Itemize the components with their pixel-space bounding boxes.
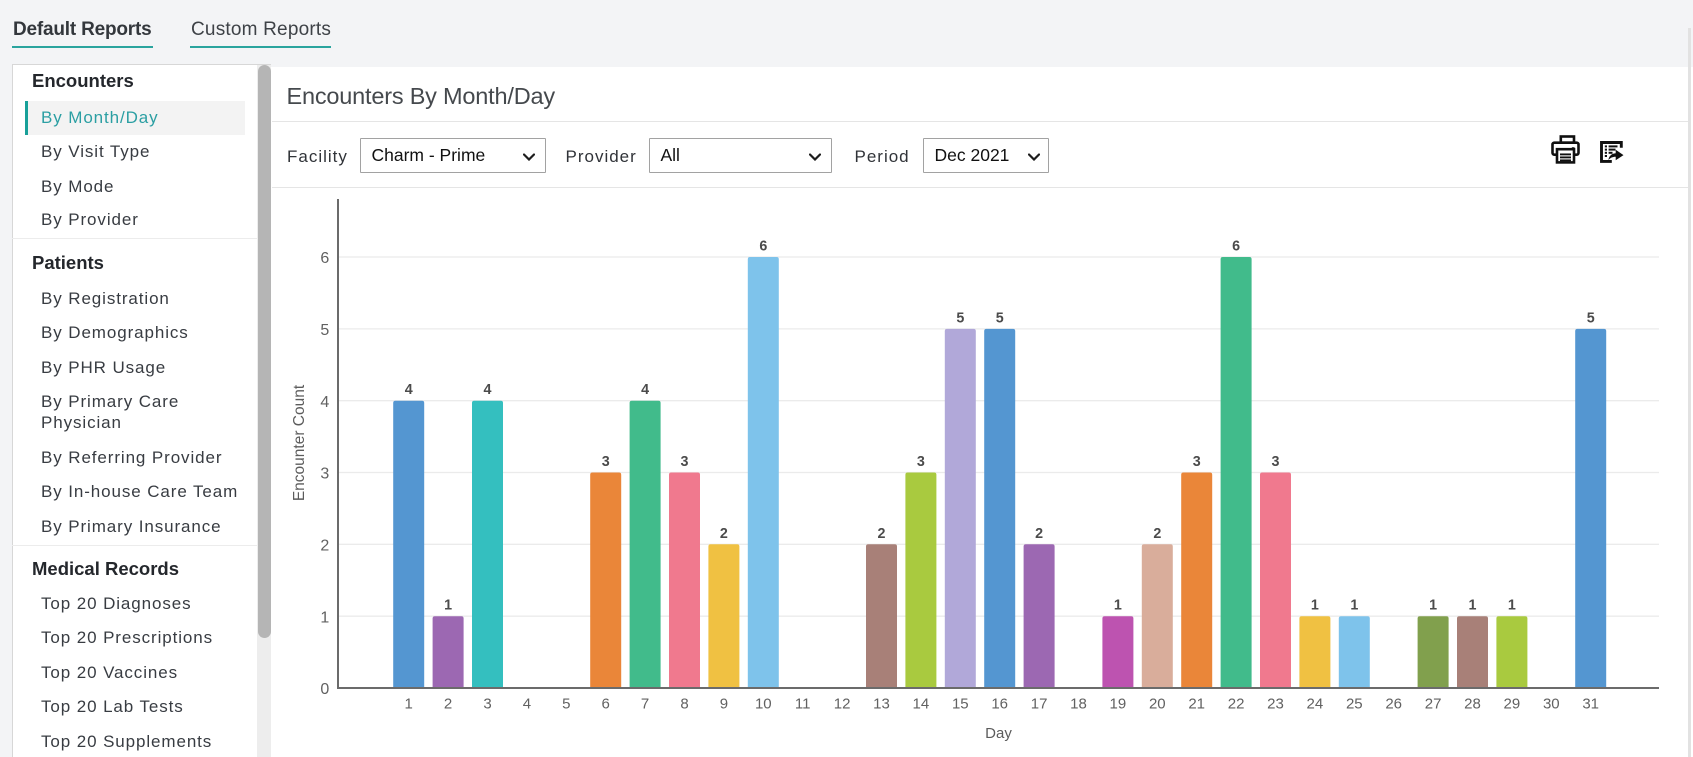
svg-text:29: 29 [1504, 696, 1521, 713]
svg-text:30: 30 [1543, 696, 1560, 713]
svg-text:31: 31 [1582, 696, 1599, 713]
svg-text:14: 14 [913, 696, 930, 713]
svg-text:1: 1 [1311, 598, 1319, 614]
svg-text:4: 4 [484, 382, 492, 398]
svg-text:10: 10 [755, 696, 772, 713]
svg-text:6: 6 [759, 239, 767, 255]
svg-text:5: 5 [562, 696, 570, 713]
svg-text:9: 9 [720, 696, 728, 713]
svg-text:2: 2 [878, 526, 886, 542]
svg-text:5: 5 [320, 322, 329, 339]
svg-text:26: 26 [1385, 696, 1402, 713]
svg-text:16: 16 [991, 696, 1008, 713]
svg-text:23: 23 [1267, 696, 1284, 713]
svg-text:6: 6 [602, 696, 610, 713]
svg-text:3: 3 [1272, 454, 1280, 470]
svg-text:3: 3 [602, 454, 610, 470]
svg-text:1: 1 [320, 609, 329, 626]
svg-text:2: 2 [1153, 526, 1161, 542]
svg-text:4: 4 [641, 382, 649, 398]
svg-text:3: 3 [483, 696, 491, 713]
svg-text:4: 4 [523, 696, 531, 713]
svg-text:3: 3 [1193, 454, 1201, 470]
svg-text:6: 6 [320, 250, 329, 267]
svg-text:28: 28 [1464, 696, 1481, 713]
svg-text:5: 5 [996, 310, 1004, 326]
svg-text:7: 7 [641, 696, 649, 713]
svg-text:1: 1 [405, 696, 413, 713]
svg-text:19: 19 [1110, 696, 1127, 713]
svg-text:4: 4 [320, 394, 329, 411]
svg-text:1: 1 [1469, 598, 1477, 614]
svg-text:0: 0 [320, 681, 329, 698]
svg-text:12: 12 [834, 696, 851, 713]
svg-text:1: 1 [1429, 598, 1437, 614]
svg-text:11: 11 [795, 696, 811, 713]
svg-text:5: 5 [956, 310, 964, 326]
svg-text:6: 6 [1232, 239, 1240, 255]
svg-text:2: 2 [444, 696, 452, 713]
svg-text:3: 3 [320, 466, 329, 483]
svg-text:2: 2 [720, 526, 728, 542]
svg-text:Encounter Count: Encounter Count [291, 384, 308, 501]
svg-text:15: 15 [952, 696, 969, 713]
svg-text:Day: Day [985, 725, 1012, 742]
svg-text:18: 18 [1070, 696, 1087, 713]
svg-text:25: 25 [1346, 696, 1363, 713]
svg-text:22: 22 [1228, 696, 1245, 713]
svg-text:2: 2 [320, 538, 329, 555]
svg-text:2: 2 [1035, 526, 1043, 542]
svg-text:13: 13 [873, 696, 890, 713]
svg-text:3: 3 [681, 454, 689, 470]
svg-text:1: 1 [444, 598, 452, 614]
svg-text:5: 5 [1587, 310, 1595, 326]
svg-text:1: 1 [1114, 598, 1122, 614]
svg-text:1: 1 [1508, 598, 1516, 614]
svg-text:3: 3 [917, 454, 925, 470]
svg-text:17: 17 [1031, 696, 1048, 713]
svg-text:20: 20 [1149, 696, 1166, 713]
svg-text:4: 4 [405, 382, 413, 398]
svg-text:1: 1 [1350, 598, 1358, 614]
svg-text:21: 21 [1188, 696, 1205, 713]
svg-text:8: 8 [680, 696, 688, 713]
svg-text:27: 27 [1425, 696, 1442, 713]
svg-text:24: 24 [1307, 696, 1324, 713]
